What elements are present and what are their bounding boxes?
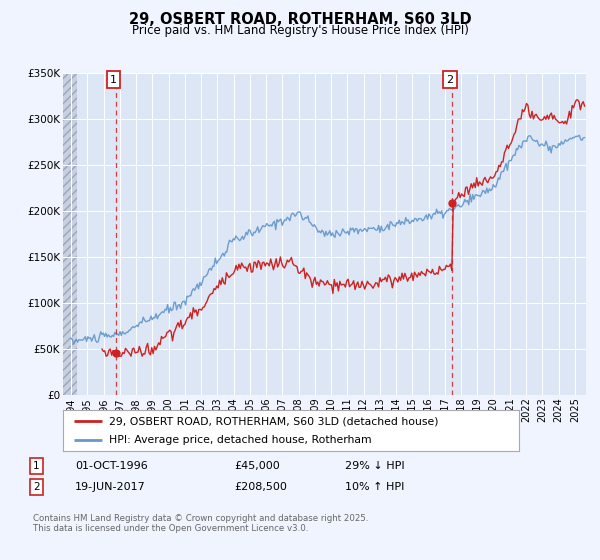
Text: 19-JUN-2017: 19-JUN-2017 <box>75 482 146 492</box>
Text: 29% ↓ HPI: 29% ↓ HPI <box>345 461 404 471</box>
Text: 1: 1 <box>110 74 117 85</box>
Text: 2: 2 <box>446 74 454 85</box>
Text: Contains HM Land Registry data © Crown copyright and database right 2025.
This d: Contains HM Land Registry data © Crown c… <box>33 514 368 534</box>
Text: 1: 1 <box>33 461 40 471</box>
Text: 29, OSBERT ROAD, ROTHERHAM, S60 3LD: 29, OSBERT ROAD, ROTHERHAM, S60 3LD <box>128 12 472 27</box>
Text: 01-OCT-1996: 01-OCT-1996 <box>75 461 148 471</box>
Text: Price paid vs. HM Land Registry's House Price Index (HPI): Price paid vs. HM Land Registry's House … <box>131 24 469 36</box>
Text: £45,000: £45,000 <box>234 461 280 471</box>
Text: 2: 2 <box>33 482 40 492</box>
Text: £208,500: £208,500 <box>234 482 287 492</box>
Text: HPI: Average price, detached house, Rotherham: HPI: Average price, detached house, Roth… <box>109 435 371 445</box>
Text: 29, OSBERT ROAD, ROTHERHAM, S60 3LD (detached house): 29, OSBERT ROAD, ROTHERHAM, S60 3LD (det… <box>109 417 438 426</box>
Text: 10% ↑ HPI: 10% ↑ HPI <box>345 482 404 492</box>
